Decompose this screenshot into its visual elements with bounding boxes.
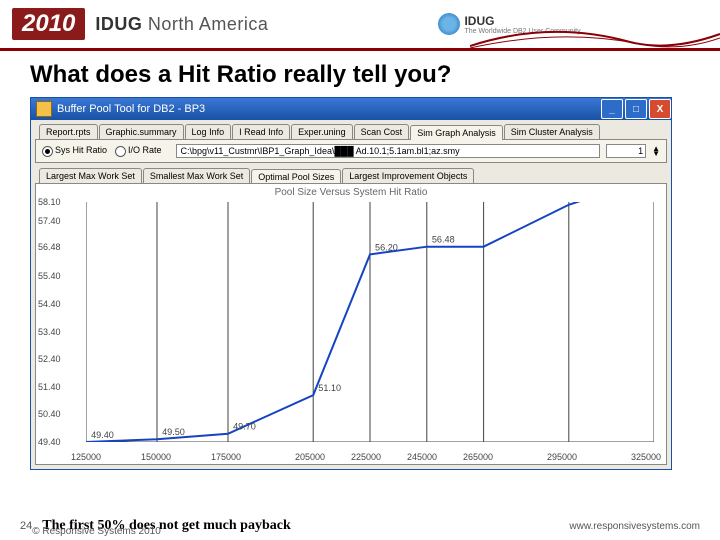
app-icon [36,101,52,117]
year-badge: 2010 [12,8,85,40]
y-axis-label: 51.40 [38,382,61,392]
x-axis-label: 325000 [631,452,661,462]
footer-copyright: © Responsive Systems 2010 [32,526,161,537]
main-tabs: Report.rptsGraphic.summaryLog InfoI Read… [31,120,671,139]
main-tab[interactable]: I Read Info [232,124,290,139]
svg-text:49.70: 49.70 [233,422,256,432]
header-banner: 2010 IDUG North America IDUG The Worldwi… [0,0,720,51]
radio-group: Sys Hit Ratio I/O Rate [42,145,170,156]
window-title: Buffer Pool Tool for DB2 - BP3 [57,103,205,115]
title-bar: Buffer Pool Tool for DB2 - BP3 _ □ X [31,98,671,120]
x-axis-label: 175000 [211,452,241,462]
idug-logo-icon [438,13,460,35]
x-axis-label: 205000 [295,452,325,462]
maximize-button[interactable]: □ [625,99,647,119]
swirl-decoration-icon [470,28,720,50]
x-axis-label: 225000 [351,452,381,462]
spinner-input[interactable]: 1 [606,144,646,158]
main-tab[interactable]: Sim Cluster Analysis [504,124,600,139]
x-axis-label: 150000 [141,452,171,462]
main-tab[interactable]: Exper.uning [291,124,353,139]
page-number: 24 [20,520,32,532]
svg-text:49.50: 49.50 [162,427,185,437]
x-axis-label: 245000 [407,452,437,462]
chart-title: Pool Size Versus System Hit Ratio [36,184,666,198]
spinner-updown-icon[interactable]: ▲▼ [652,146,660,156]
path-input[interactable]: C:\bpg\v11_Custmr\IBP1_Graph_Idea\███ Ad… [176,144,601,158]
svg-text:51.10: 51.10 [318,383,341,393]
sub-tabs: Largest Max Work SetSmallest Max Work Se… [31,163,671,183]
radio-option[interactable]: I/O Rate [115,145,162,155]
main-tab[interactable]: Log Info [185,124,232,139]
svg-text:56.48: 56.48 [432,235,455,245]
logo-text: IDUG [464,14,580,28]
y-axis-label: 50.40 [38,409,61,419]
main-tab[interactable]: Graphic.summary [99,124,184,139]
minimize-button[interactable]: _ [601,99,623,119]
sub-tab[interactable]: Largest Improvement Objects [342,168,474,183]
radio-option[interactable]: Sys Hit Ratio [42,145,107,155]
x-axis-label: 125000 [71,452,101,462]
close-button[interactable]: X [649,99,671,119]
chart-plot: 49.4049.5049.7051.1056.2056.4858.0059.00 [86,202,654,442]
slide-footer: 24 The first 50% does not get much payba… [20,518,700,534]
x-axis-label: 265000 [463,452,493,462]
y-axis-label: 54.40 [38,299,61,309]
svg-text:58.00: 58.00 [574,202,597,203]
y-axis-label: 58.10 [38,197,61,207]
main-tab[interactable]: Report.rpts [39,124,98,139]
sub-tab[interactable]: Smallest Max Work Set [143,168,250,183]
sub-tab[interactable]: Optimal Pool Sizes [251,169,341,184]
main-tab[interactable]: Scan Cost [354,124,410,139]
chart-area: Pool Size Versus System Hit Ratio 49.40 4… [35,183,667,465]
svg-text:49.40: 49.40 [91,430,114,440]
slide-title: What does a Hit Ratio really tell you? [0,51,720,97]
tab-body: Sys Hit Ratio I/O Rate C:\bpg\v11_Custmr\… [35,139,667,163]
conference-name: IDUG North America [95,14,268,35]
y-axis-label: 52.40 [38,354,61,364]
y-axis-label: 57.40 [38,216,61,226]
y-axis-label: 53.40 [38,327,61,337]
app-window: Buffer Pool Tool for DB2 - BP3 _ □ X Rep… [30,97,672,470]
footer-url: www.responsivesystems.com [569,521,700,532]
y-axis-label: 56.48 [38,242,61,252]
x-axis-label: 295000 [547,452,577,462]
y-axis-label: 49.40 [38,437,61,447]
sub-tab[interactable]: Largest Max Work Set [39,168,142,183]
main-tab[interactable]: Sim Graph Analysis [410,125,503,140]
svg-text:56.20: 56.20 [375,242,398,252]
y-axis-label: 55.40 [38,271,61,281]
